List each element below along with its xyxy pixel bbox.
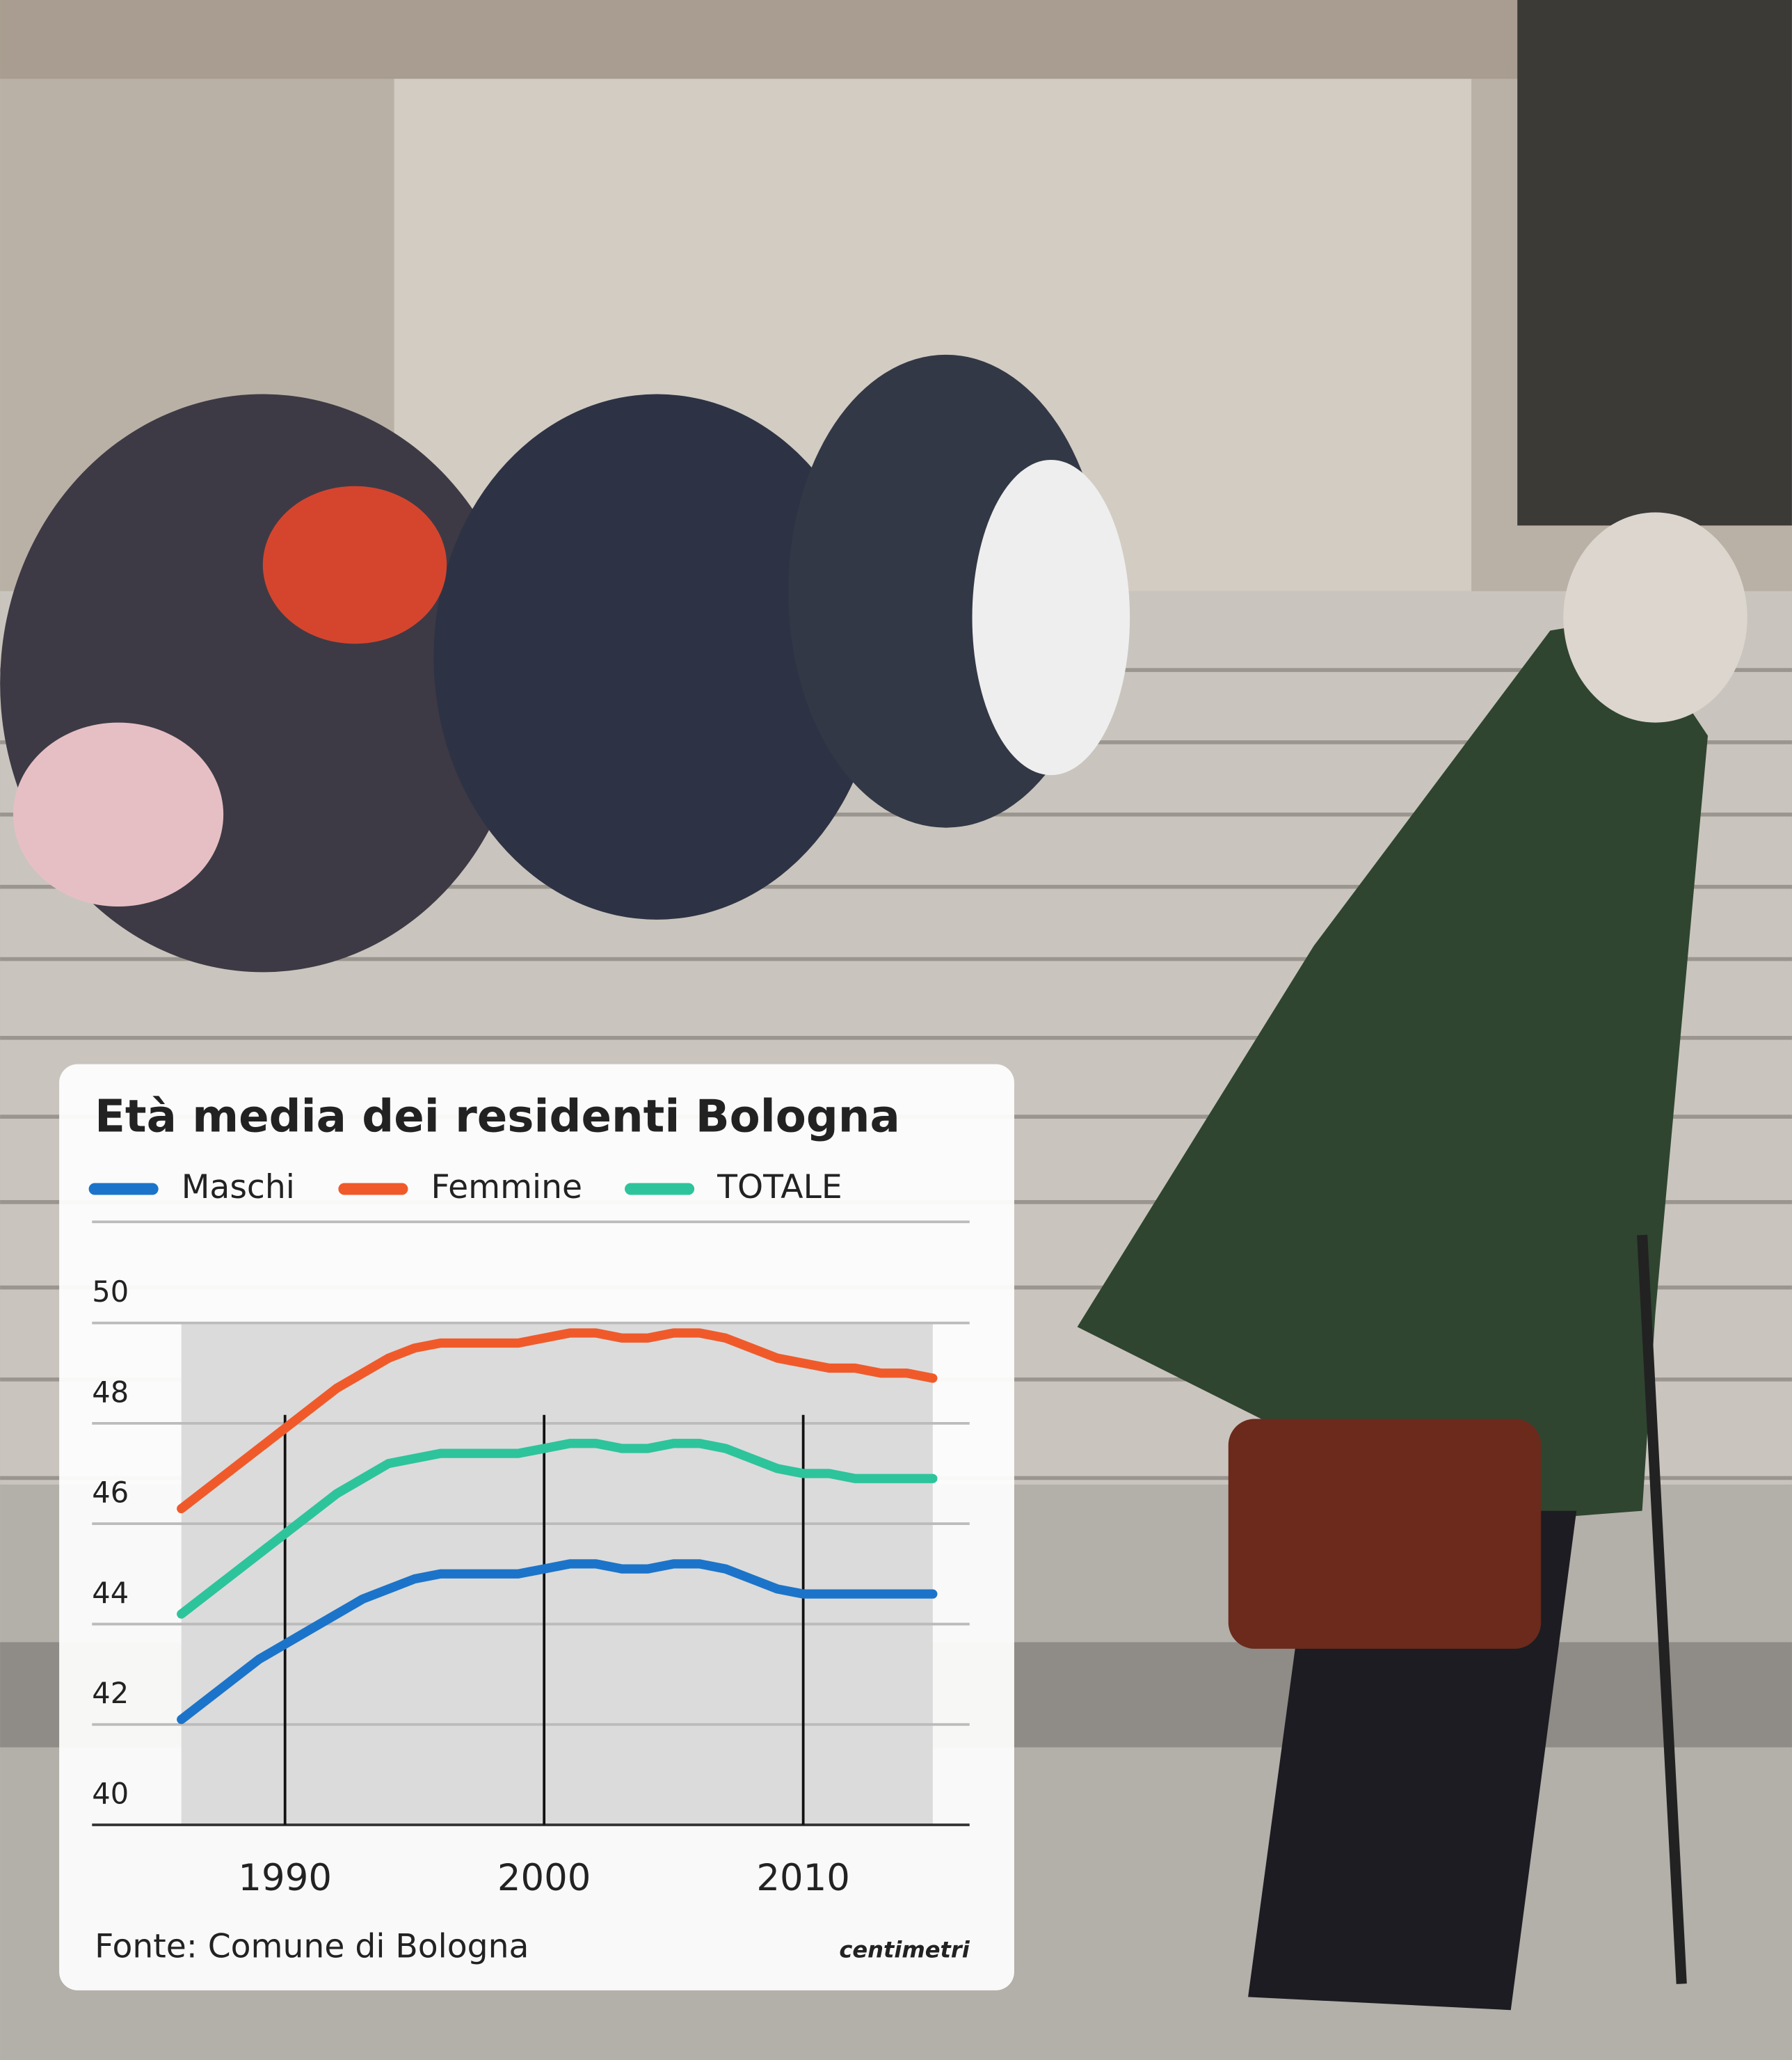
y-tick-label: 46 xyxy=(92,1476,129,1510)
credit: centimetri xyxy=(839,1936,970,1963)
y-tick-label: 50 xyxy=(92,1275,129,1309)
legend-label: TOTALE xyxy=(717,1168,842,1206)
screenshot: Età media dei residenti Bologna Fonte: C… xyxy=(0,0,1792,2060)
x-tick-label: 2000 xyxy=(497,1857,591,1899)
plot-area xyxy=(182,1323,933,1825)
y-tick-label: 40 xyxy=(92,1776,129,1810)
chart-title: Età media dei residenti Bologna xyxy=(95,1090,900,1142)
page: {"chart_data": {"type": "line", "title":… xyxy=(0,0,1792,2060)
x-tick-label: 1990 xyxy=(238,1857,332,1899)
y-tick-label: 44 xyxy=(92,1576,129,1610)
y-tick-label: 42 xyxy=(92,1676,129,1710)
source: Fonte: Comune di Bologna xyxy=(95,1927,529,1965)
y-tick-label: 48 xyxy=(92,1375,129,1409)
legend-label: Maschi xyxy=(182,1168,295,1206)
x-tick-label: 2010 xyxy=(756,1857,850,1899)
legend-label: Femmine xyxy=(431,1168,583,1206)
